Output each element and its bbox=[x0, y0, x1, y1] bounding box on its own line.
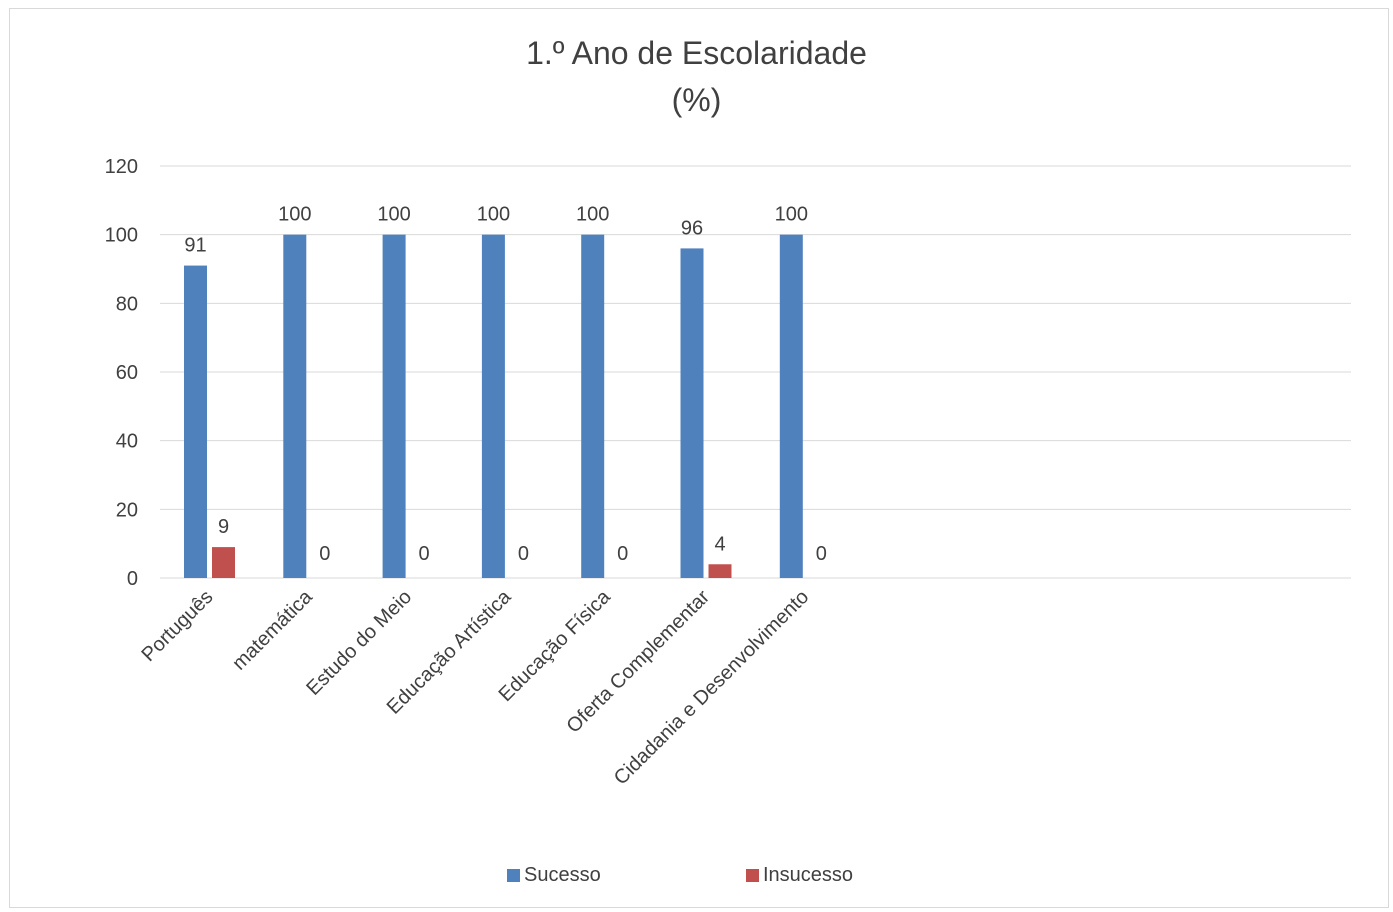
bar-sucesso bbox=[779, 234, 803, 578]
bar-sucesso bbox=[680, 248, 704, 578]
bar-sucesso bbox=[581, 234, 605, 578]
grid-layer bbox=[160, 165, 1351, 579]
legend-swatch-sucesso bbox=[507, 868, 520, 882]
data-label: 100 bbox=[775, 204, 808, 226]
y-tick-label: 60 bbox=[116, 362, 138, 384]
data-label: 0 bbox=[617, 543, 628, 565]
y-tick-label: 0 bbox=[127, 568, 138, 590]
x-tick-label: Estudo do Meio bbox=[302, 586, 416, 700]
data-label: 100 bbox=[477, 204, 510, 226]
data-label: 9 bbox=[218, 516, 229, 538]
legend-item-sucesso: Sucesso bbox=[507, 862, 601, 888]
y-tick-label: 120 bbox=[105, 156, 138, 178]
data-label: 96 bbox=[681, 217, 703, 239]
legend-label-insucesso: Insucesso bbox=[763, 864, 854, 886]
legend-label-sucesso: Sucesso bbox=[524, 864, 601, 886]
data-label: 100 bbox=[377, 204, 410, 226]
bars-layer bbox=[184, 234, 803, 578]
y-tick-label: 80 bbox=[116, 293, 138, 315]
bar-sucesso bbox=[382, 234, 406, 578]
bar-sucesso bbox=[283, 234, 307, 578]
legend-item-insucesso: Insucesso bbox=[746, 862, 853, 888]
data-label: 0 bbox=[319, 543, 330, 565]
chart-subtitle: (%) bbox=[671, 82, 722, 118]
data-label: 0 bbox=[518, 543, 529, 565]
data-label: 0 bbox=[816, 543, 827, 565]
chart-title: 1.º Ano de Escolaridade bbox=[526, 35, 867, 71]
data-label: 0 bbox=[419, 543, 430, 565]
legend-swatch-insucesso bbox=[746, 868, 759, 882]
bar-sucesso bbox=[184, 265, 207, 578]
data-labels-layer: 91 9 100 0 100 0 100 0 100 0 96 4 100 0 bbox=[184, 204, 826, 565]
bar-sucesso bbox=[481, 234, 505, 578]
bar-insucesso bbox=[212, 547, 235, 578]
data-label: 100 bbox=[278, 204, 311, 226]
x-tick-label: Cidadania e Desenvolvimento bbox=[610, 586, 813, 789]
data-label: 4 bbox=[714, 533, 725, 555]
x-tick-label: matemática bbox=[228, 585, 317, 674]
x-tick-label: Português bbox=[138, 586, 218, 666]
legend: Sucesso Insucesso bbox=[0, 862, 1393, 888]
y-tick-label: 100 bbox=[105, 225, 138, 247]
data-label: 91 bbox=[184, 235, 206, 257]
y-tick-label: 20 bbox=[116, 499, 138, 521]
bar-insucesso bbox=[708, 564, 732, 578]
data-label: 100 bbox=[576, 204, 609, 226]
y-tick-label: 40 bbox=[116, 431, 138, 453]
y-axis-tick-labels: 0 20 40 60 80 100 120 bbox=[105, 156, 138, 590]
